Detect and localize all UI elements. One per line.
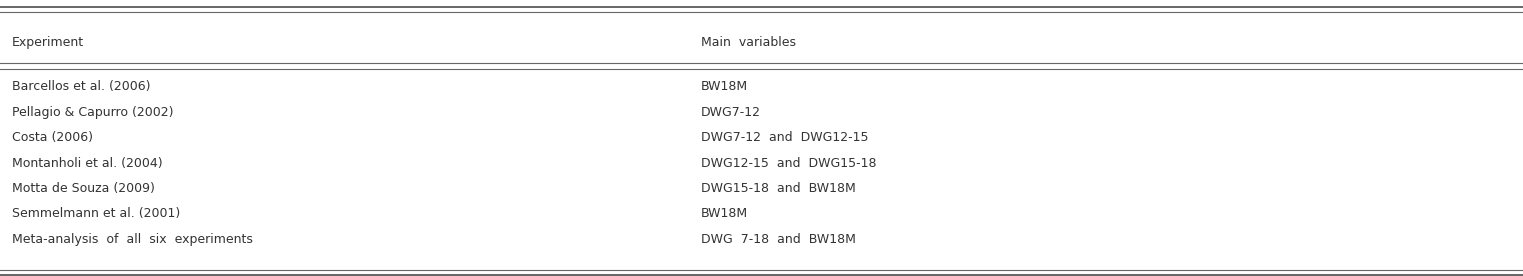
- Text: DWG7-12: DWG7-12: [701, 106, 760, 119]
- Text: BW18M: BW18M: [701, 207, 748, 221]
- Text: Main  variables: Main variables: [701, 36, 795, 49]
- Text: Costa (2006): Costa (2006): [12, 131, 93, 144]
- Text: Semmelmann et al. (2001): Semmelmann et al. (2001): [12, 207, 180, 221]
- Text: Experiment: Experiment: [12, 36, 84, 49]
- Text: Motta de Souza (2009): Motta de Souza (2009): [12, 182, 155, 195]
- Text: DWG15-18  and  BW18M: DWG15-18 and BW18M: [701, 182, 856, 195]
- Text: Meta-analysis  of  all  six  experiments: Meta-analysis of all six experiments: [12, 233, 253, 246]
- Text: Montanholi et al. (2004): Montanholi et al. (2004): [12, 156, 163, 170]
- Text: BW18M: BW18M: [701, 80, 748, 94]
- Text: Barcellos et al. (2006): Barcellos et al. (2006): [12, 80, 151, 94]
- Text: Pellagio & Capurro (2002): Pellagio & Capurro (2002): [12, 106, 174, 119]
- Text: DWG  7-18  and  BW18M: DWG 7-18 and BW18M: [701, 233, 856, 246]
- Text: DWG7-12  and  DWG12-15: DWG7-12 and DWG12-15: [701, 131, 868, 144]
- Text: DWG12-15  and  DWG15-18: DWG12-15 and DWG15-18: [701, 156, 876, 170]
